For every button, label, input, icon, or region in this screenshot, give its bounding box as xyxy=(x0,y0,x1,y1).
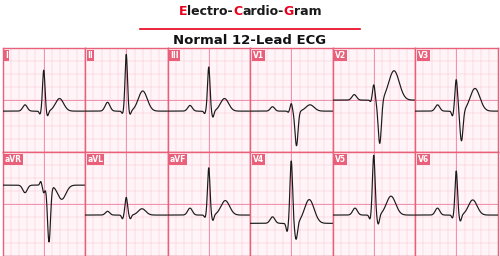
Text: V2: V2 xyxy=(335,51,346,60)
Text: V1: V1 xyxy=(252,51,264,60)
Text: V6: V6 xyxy=(418,155,428,164)
Text: I: I xyxy=(5,51,8,60)
Text: Normal 12-Lead ECG: Normal 12-Lead ECG xyxy=(174,34,326,47)
Text: ram: ram xyxy=(294,5,321,18)
Text: aVL: aVL xyxy=(88,155,104,164)
Text: ardio-: ardio- xyxy=(242,5,284,18)
Text: G: G xyxy=(284,5,294,18)
Text: V3: V3 xyxy=(418,51,428,60)
Text: III: III xyxy=(170,51,178,60)
Text: II: II xyxy=(88,51,93,60)
Text: V5: V5 xyxy=(335,155,346,164)
Text: E: E xyxy=(179,5,188,18)
Text: V4: V4 xyxy=(252,155,264,164)
Text: aVF: aVF xyxy=(170,155,186,164)
Text: lectro-: lectro- xyxy=(188,5,233,18)
Text: aVR: aVR xyxy=(5,155,22,164)
Text: C: C xyxy=(233,5,242,18)
